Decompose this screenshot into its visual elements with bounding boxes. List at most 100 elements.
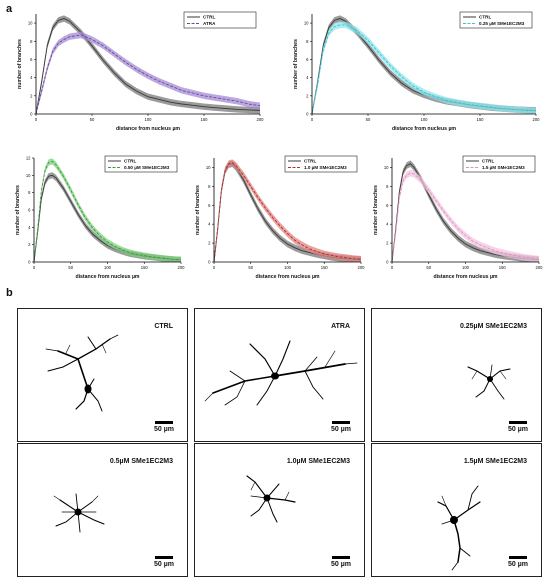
series-error-band [214, 159, 361, 262]
scale-bar-label: 50 µm [154, 426, 174, 433]
x-tick-label: 150 [477, 117, 485, 122]
x-axis-label: distance from nucleus µm [255, 274, 319, 280]
legend-label: 0.50 µM SMe1EC2M3 [124, 165, 170, 170]
y-tick-label: 6 [386, 203, 389, 208]
y-axis-label: number of branches [293, 39, 299, 89]
x-tick-label: 200 [178, 265, 186, 270]
x-tick-label: 0 [391, 265, 394, 270]
sholl-chart-0-50: 0 50 100 150 200 0 2 4 6 8 10 12 distance from nucle… [15, 155, 186, 281]
panel-a-label: a [6, 3, 13, 15]
y-tick-label: 2 [28, 242, 31, 247]
series-line [35, 18, 261, 115]
series-line [35, 34, 261, 115]
y-tick-label: 12 [26, 156, 31, 161]
y-tick-label: 10 [304, 21, 309, 26]
sholl-chart-0-25: 0 50 100 150 200 0 2 4 6 8 10 distance from nucleus… [293, 11, 540, 132]
neuron-image [246, 475, 296, 523]
legend-label: CTRL [479, 15, 491, 20]
series-line [311, 18, 537, 115]
scale-bar-label: 50 µm [508, 426, 528, 433]
y-tick-label: 0 [208, 260, 211, 265]
series-line [213, 162, 362, 263]
series-error-band [312, 15, 536, 115]
scale-bar: 50 µm [151, 421, 177, 433]
micrograph-0-25: 0.25µM SMe1EC2M3 50 µm [371, 308, 542, 442]
series-error-band [34, 172, 181, 262]
y-axis-label: number of branches [195, 185, 201, 235]
micrograph-label: 0.25µM SMe1EC2M3 [459, 323, 527, 330]
sholl-chart-atra: 0 50 100 150 200 0 2 4 6 8 10 distance from nucleus… [17, 11, 265, 132]
legend-label: 0.25 µM SMe1EC2M3 [479, 21, 525, 26]
y-tick-label: 10 [206, 165, 211, 170]
scale-bar: 50 µm [505, 421, 531, 433]
y-tick-label: 4 [28, 225, 31, 230]
micrograph-label: CTRL [154, 323, 173, 330]
legend-label: ATRA [203, 21, 216, 26]
x-tick-label: 50 [68, 265, 73, 270]
legend [183, 11, 257, 29]
series-line [33, 174, 182, 263]
y-tick-label: 2 [386, 241, 389, 246]
scale-bar-label: 50 µm [154, 561, 174, 568]
y-tick-label: 4 [30, 75, 33, 80]
micrograph-0-5: 0.5µM SMe1EC2M3 50 µm [17, 443, 188, 577]
micrograph-1-0: 1.0µM SMe1EC2M3 50 µm [194, 443, 365, 577]
scale-bar: 50 µm [151, 556, 177, 568]
x-tick-label: 50 [248, 265, 253, 270]
neuron-image [204, 340, 358, 406]
x-tick-label: 150 [201, 117, 209, 122]
scale-bar: 50 µm [328, 556, 354, 568]
micrograph-ctrl: CTRL 50 µm [17, 308, 188, 442]
x-tick-label: 100 [462, 265, 470, 270]
series-line [391, 172, 540, 263]
x-tick-label: 150 [321, 265, 329, 270]
micrograph-label: ATRA [331, 323, 350, 330]
legend [284, 155, 358, 173]
scale-bar-label: 50 µm [331, 426, 351, 433]
panel-b-label: b [6, 287, 13, 299]
x-tick-label: 100 [104, 265, 112, 270]
x-tick-label: 50 [366, 117, 371, 122]
x-tick-label: 50 [90, 117, 95, 122]
micrograph-label: 0.5µM SMe1EC2M3 [109, 458, 173, 465]
scale-bar-label: 50 µm [508, 561, 528, 568]
y-axis-label: number of branches [17, 39, 23, 89]
y-tick-label: 4 [208, 222, 211, 227]
legend-label: CTRL [203, 15, 215, 20]
x-tick-label: 0 [213, 265, 216, 270]
series-error-band [36, 31, 260, 114]
y-axis-label: number of branches [15, 185, 21, 235]
series-error-band [34, 158, 181, 262]
scale-bar: 50 µm [328, 421, 354, 433]
legend [462, 155, 536, 173]
neuron-image [45, 334, 119, 412]
sholl-chart-1-0: 0 50 100 150 200 0 2 4 6 8 10 distance from nucleus… [195, 155, 365, 280]
x-tick-label: 100 [421, 117, 429, 122]
y-tick-label: 8 [208, 184, 211, 189]
x-tick-label: 150 [499, 265, 507, 270]
y-tick-label: 8 [386, 184, 389, 189]
y-tick-label: 8 [28, 190, 31, 195]
legend [104, 155, 178, 173]
micrograph-label: 1.5µM SMe1EC2M3 [463, 458, 527, 465]
x-tick-label: 200 [257, 117, 265, 122]
series-line [33, 160, 182, 263]
legend-label: 1.0 µM SMe1EC2M3 [304, 165, 347, 170]
y-tick-label: 6 [306, 57, 309, 62]
x-tick-label: 100 [284, 265, 292, 270]
y-tick-label: 0 [30, 112, 33, 117]
y-tick-label: 4 [386, 222, 389, 227]
y-tick-label: 6 [208, 203, 211, 208]
x-tick-label: 100 [145, 117, 153, 122]
x-axis-label: distance from nucleus µm [116, 126, 180, 132]
y-tick-label: 0 [306, 112, 309, 117]
y-tick-label: 2 [306, 93, 309, 98]
y-tick-label: 0 [28, 260, 31, 265]
y-tick-label: 4 [306, 75, 309, 80]
y-tick-label: 10 [28, 21, 33, 26]
neuron-image [53, 493, 105, 533]
legend [459, 11, 533, 29]
y-tick-label: 8 [30, 39, 33, 44]
y-tick-label: 6 [30, 57, 33, 62]
series-error-band [392, 160, 539, 262]
